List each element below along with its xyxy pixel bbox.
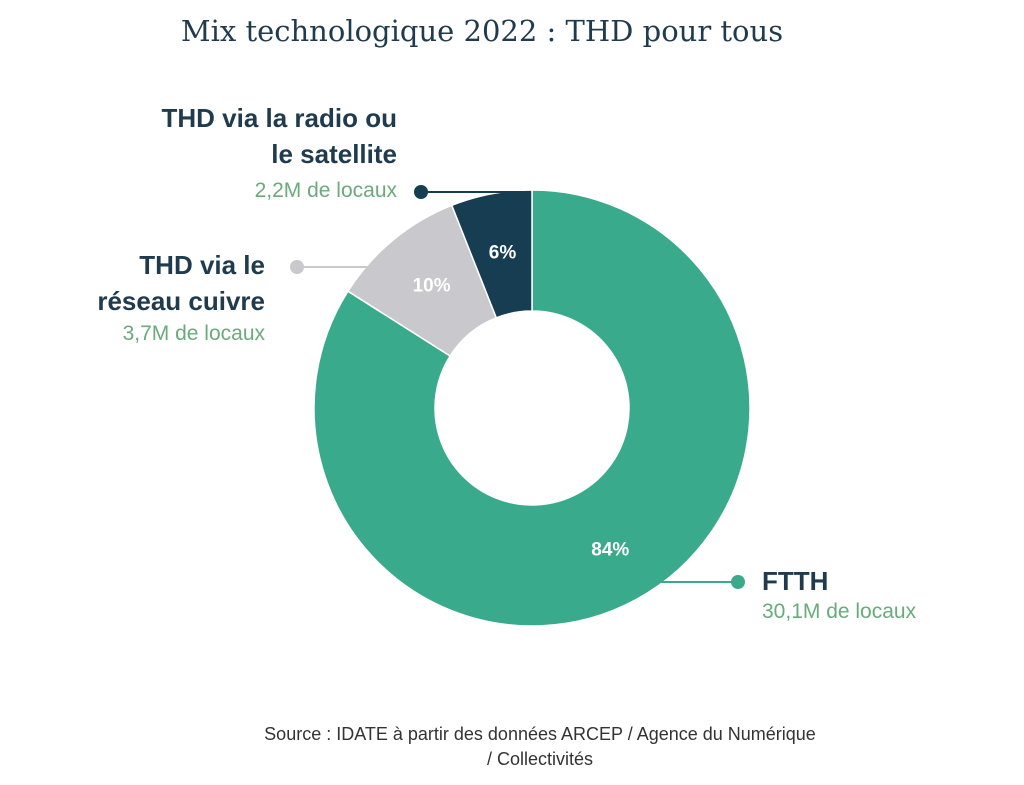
chart-title: Mix technologique 2022 : THD pour tous: [180, 14, 784, 48]
value-label: 84%: [591, 539, 629, 560]
leader-dot: [414, 185, 428, 199]
value-label: 6%: [489, 242, 517, 263]
value-label: 10%: [413, 276, 451, 297]
legend-label: FTTH: [762, 566, 829, 596]
legend-label: THD via le réseau cuivre: [97, 250, 265, 316]
donut-slice: [450, 189, 533, 319]
donut-slice: [313, 189, 751, 627]
annotation: 30,1M de locaux: [762, 600, 917, 623]
legend-label: THD via la radio ou le satellite: [161, 103, 398, 169]
source: Source : IDATE à partir des données ARCE…: [264, 724, 816, 769]
annotation: 3,7M de locaux: [122, 322, 265, 345]
leader-dot: [290, 260, 304, 274]
leader-dot: [731, 575, 745, 589]
annotation: 2,2M de locaux: [254, 179, 397, 202]
